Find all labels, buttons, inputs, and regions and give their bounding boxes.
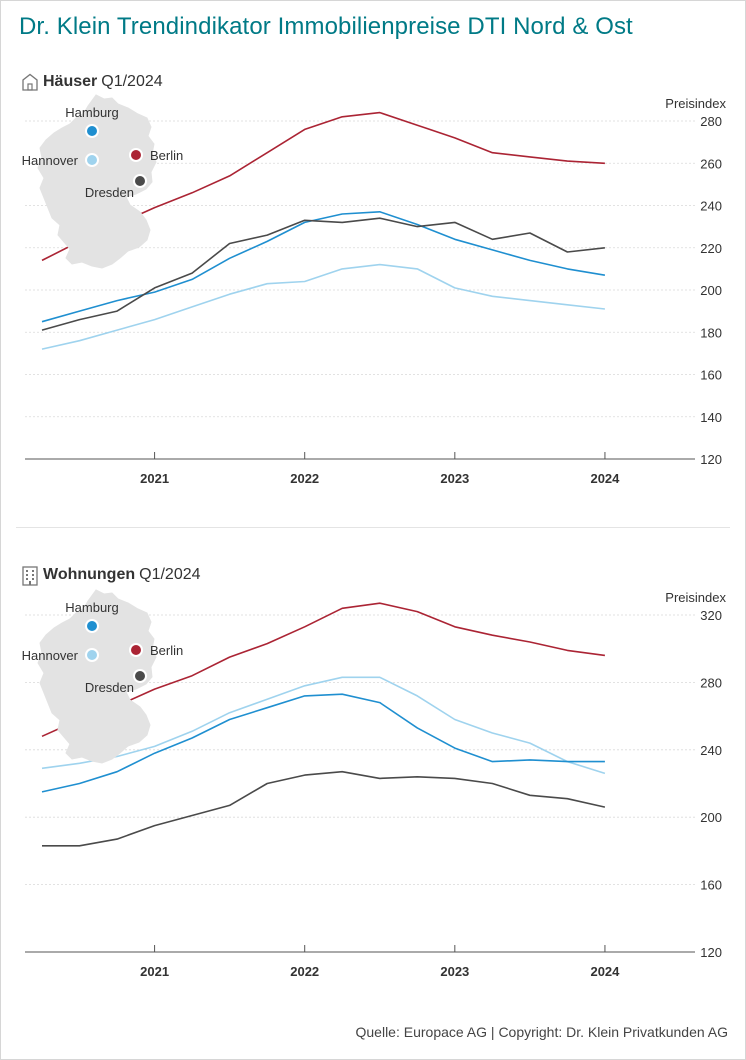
germany-map-shape <box>37 589 157 764</box>
y-tick-label: 320 <box>700 608 722 623</box>
panel-title-wohnungen: Wohnungen Q1/2024 <box>21 566 201 586</box>
panel-title-haeuser: Häuser Q1/2024 <box>21 73 163 91</box>
series-line-hannover <box>41 676 606 775</box>
city-marker-hannover <box>87 155 97 165</box>
y-tick-label: 120 <box>700 452 722 467</box>
series-line-dresden <box>41 217 605 331</box>
city-label-berlin: Berlin <box>150 148 183 163</box>
series-line-hamburg <box>41 693 605 793</box>
y-tick-label: 280 <box>700 114 722 129</box>
y-tick-label: 160 <box>700 878 722 893</box>
city-label-dresden: Dresden <box>85 680 134 695</box>
city-marker-hamburg <box>87 621 97 631</box>
germany-map-icon: Hamburg Hannover Berlin Dresden <box>22 589 183 764</box>
y-tick-label: 240 <box>700 199 722 214</box>
y-tick-label: 200 <box>700 810 722 825</box>
apartment-building-icon <box>21 566 39 586</box>
city-marker-hamburg <box>87 126 97 136</box>
germany-map-shape <box>37 94 157 269</box>
series-line-berlin <box>41 602 606 738</box>
y-tick-label: 120 <box>700 945 722 960</box>
y-tick-label: 180 <box>700 325 722 340</box>
x-tick-label: 2023 <box>440 471 469 486</box>
y-tick-label: 160 <box>700 368 722 383</box>
main-title: Dr. Klein Trendindikator Immobilienpreis… <box>19 13 633 40</box>
city-label-hamburg: Hamburg <box>65 600 118 615</box>
y-axis-label: Preisindex <box>665 590 726 605</box>
city-label-dresden: Dresden <box>85 185 134 200</box>
y-tick-label: 200 <box>700 283 722 298</box>
y-tick-label: 140 <box>700 410 722 425</box>
x-tick-label: 2024 <box>590 964 620 979</box>
city-label-berlin: Berlin <box>150 643 183 658</box>
city-label-hannover: Hannover <box>22 648 79 663</box>
city-label-hamburg: Hamburg <box>65 105 118 120</box>
city-label-hannover: Hannover <box>22 153 79 168</box>
source-note: Quelle: Europace AG | Copyright: Dr. Kle… <box>355 1024 729 1040</box>
house-icon <box>21 73 39 91</box>
y-axis-label: Preisindex <box>665 96 726 111</box>
x-tick-label: 2021 <box>140 964 169 979</box>
panel-title-bold: Wohnungen <box>43 566 136 583</box>
x-tick-label: 2024 <box>590 471 620 486</box>
city-marker-berlin <box>131 645 141 655</box>
germany-map-icon: Hamburg Hannover Berlin Dresden <box>22 94 183 269</box>
x-tick-label: 2023 <box>440 964 469 979</box>
series-line-hamburg <box>41 211 606 323</box>
y-tick-label: 280 <box>700 675 722 690</box>
chart-wohnungen: 120 160 200 240 280 320 Preisindex 2021 2022 2023… <box>22 589 726 979</box>
city-marker-berlin <box>131 150 141 160</box>
y-tick-label: 240 <box>700 743 722 758</box>
panel-title-period: Q1/2024 <box>101 73 163 90</box>
city-marker-dresden <box>135 176 145 186</box>
city-marker-hannover <box>87 650 97 660</box>
panel-title-bold: Häuser <box>43 73 98 90</box>
series-line-dresden <box>42 770 606 847</box>
y-tick-label: 260 <box>700 156 722 171</box>
panel-title-period: Q1/2024 <box>139 566 201 583</box>
series-group <box>41 602 606 847</box>
chart-haeuser: 120 140 160 180 200 220 240 260 280 Preisindex 202… <box>22 94 726 486</box>
x-tick-label: 2022 <box>290 964 319 979</box>
series-line-hannover <box>41 263 605 350</box>
x-tick-label: 2021 <box>140 471 169 486</box>
y-tick-label: 220 <box>700 241 722 256</box>
panel-divider <box>16 527 730 528</box>
city-marker-dresden <box>135 671 145 681</box>
x-tick-label: 2022 <box>290 471 319 486</box>
